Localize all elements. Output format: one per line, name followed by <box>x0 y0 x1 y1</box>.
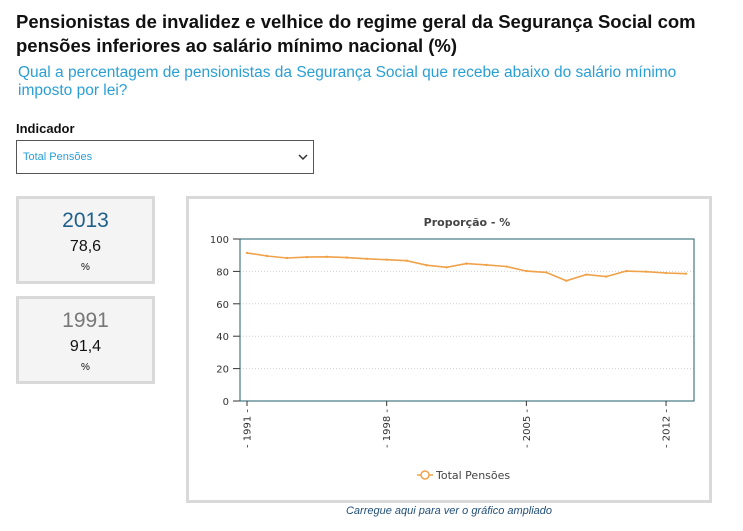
data-point <box>545 271 548 274</box>
chart-title: Proporção - % <box>424 216 511 229</box>
data-point <box>265 254 269 258</box>
legend-label: Total Pensões <box>435 469 510 482</box>
data-point <box>305 255 309 259</box>
indicator-selected-value: Total Pensões <box>23 151 93 163</box>
data-point <box>405 259 408 262</box>
stat-value: 91,4 <box>69 338 102 355</box>
stat-year: 2013 <box>62 209 109 232</box>
stat-year: 1991 <box>62 309 109 332</box>
enlarge-chart-link[interactable]: Carregue aqui para ver o gráfico ampliad… <box>345 505 553 517</box>
data-point <box>325 255 329 259</box>
data-point <box>245 251 249 255</box>
series-line-0 <box>246 252 687 282</box>
data-point <box>285 256 289 260</box>
indicator-select[interactable]: Total Pensões <box>16 140 314 174</box>
y-tick-label: 40 <box>216 332 229 343</box>
y-tick-label: 80 <box>216 267 229 278</box>
y-tick-label: 0 <box>223 397 229 408</box>
x-tick-label: - 1998 - <box>382 409 393 448</box>
data-point <box>505 265 508 268</box>
data-point <box>385 258 388 261</box>
page-title: Pensionistas de invalidez e velhice do r… <box>16 11 696 56</box>
x-tick-label: - 2012 - <box>662 409 673 448</box>
data-point <box>465 262 468 265</box>
data-point <box>525 269 528 273</box>
data-point <box>445 266 448 269</box>
stat-card-earliest: 1991 91,4 % <box>16 296 155 384</box>
data-point <box>585 273 588 276</box>
data-point <box>624 269 628 273</box>
data-point <box>644 270 648 273</box>
stat-card-latest: 2013 78,6 % <box>16 196 155 284</box>
data-point <box>345 256 348 259</box>
y-tick-label: 20 <box>216 365 229 376</box>
chevron-down-icon <box>298 154 308 161</box>
x-tick-label: - 1991 - <box>243 409 254 448</box>
data-point <box>684 272 688 275</box>
legend-marker <box>420 470 430 480</box>
stat-unit: % <box>81 262 90 273</box>
chart-container[interactable]: Proporção - % 0 20 40 60 80 100 - 1991 - - 1998 … <box>186 196 712 503</box>
y-tick-label: 60 <box>216 300 229 311</box>
data-point <box>604 275 608 278</box>
data-point <box>664 271 668 275</box>
data-point <box>485 263 488 267</box>
x-tick-label: - 2005 - <box>522 409 533 448</box>
line-chart: Proporção - % 0 20 40 60 80 100 - 1991 - - 1998 … <box>210 216 695 482</box>
stat-value: 78,6 <box>69 238 102 255</box>
data-point <box>565 279 568 282</box>
plot-area <box>239 238 695 402</box>
data-point <box>365 257 368 260</box>
data-point <box>425 264 428 267</box>
stat-unit: % <box>81 362 90 373</box>
indicator-label: Indicador <box>16 121 75 136</box>
page-subtitle: Qual a percentagem de pensionistas da Se… <box>18 64 677 99</box>
y-tick-label: 100 <box>210 235 229 246</box>
